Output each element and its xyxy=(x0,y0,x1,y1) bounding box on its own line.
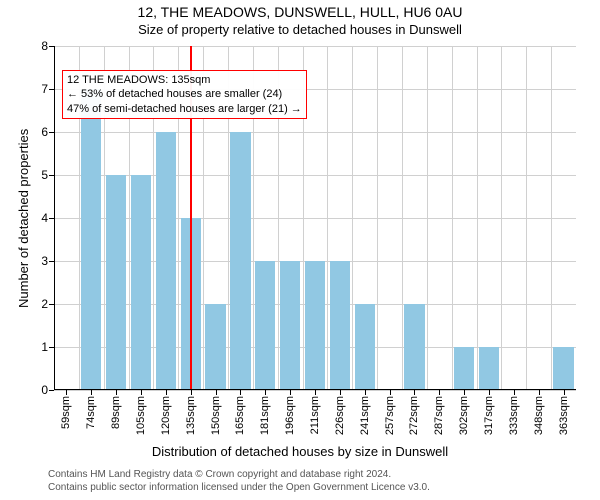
gridline-v xyxy=(352,46,353,390)
y-axis-line xyxy=(54,46,55,390)
x-tick-label: 333sqm xyxy=(508,396,520,435)
bar xyxy=(280,261,300,390)
x-tick-label: 302sqm xyxy=(458,396,470,435)
bar xyxy=(205,304,225,390)
x-tick-label: 317sqm xyxy=(483,396,495,435)
x-tick-mark xyxy=(240,390,241,395)
x-tick-mark xyxy=(216,390,217,395)
gridline-h xyxy=(54,46,576,47)
chart-plot-area: 012345678 59sqm74sqm89sqm105sqm120sqm135… xyxy=(54,46,576,390)
x-tick-mark xyxy=(265,390,266,395)
bar xyxy=(131,175,151,390)
annotation-box: 12 THE MEADOWS: 135sqm ← 53% of detached… xyxy=(62,70,307,119)
x-tick-label: 150sqm xyxy=(210,396,222,435)
annotation-line-2: ← 53% of detached houses are smaller (24… xyxy=(67,87,302,101)
gridline-v xyxy=(427,46,428,390)
gridline-v xyxy=(501,46,502,390)
x-tick-mark xyxy=(464,390,465,395)
y-tick-label: 1 xyxy=(41,340,54,354)
x-tick-label: 196sqm xyxy=(284,396,296,435)
bar xyxy=(479,347,499,390)
gridline-h xyxy=(54,132,576,133)
gridline-v xyxy=(477,46,478,390)
bar xyxy=(255,261,275,390)
annotation-line-3: 47% of semi-detached houses are larger (… xyxy=(67,102,302,116)
y-tick-label: 7 xyxy=(41,82,54,96)
x-tick-label: 241sqm xyxy=(359,396,371,435)
y-tick-label: 5 xyxy=(41,168,54,182)
footnote-line-2: Contains public sector information licen… xyxy=(48,481,430,494)
x-tick-mark xyxy=(290,390,291,395)
x-tick-label: 257sqm xyxy=(384,396,396,435)
x-tick-mark xyxy=(166,390,167,395)
x-tick-mark xyxy=(116,390,117,395)
x-tick-label: 348sqm xyxy=(533,396,545,435)
x-tick-mark xyxy=(514,390,515,395)
bar xyxy=(305,261,325,390)
x-tick-mark xyxy=(489,390,490,395)
bar xyxy=(553,347,573,390)
gridline-v xyxy=(377,46,378,390)
bar xyxy=(81,89,101,390)
x-tick-mark xyxy=(91,390,92,395)
x-axis-label: Distribution of detached houses by size … xyxy=(0,444,600,459)
x-tick-label: 363sqm xyxy=(558,396,570,435)
x-tick-label: 105sqm xyxy=(135,396,147,435)
y-tick-label: 6 xyxy=(41,125,54,139)
x-tick-mark xyxy=(365,390,366,395)
x-tick-label: 272sqm xyxy=(408,396,420,435)
x-tick-mark xyxy=(141,390,142,395)
bar xyxy=(106,175,126,390)
gridline-v xyxy=(551,46,552,390)
bar xyxy=(330,261,350,390)
x-tick-label: 135sqm xyxy=(185,396,197,435)
y-tick-label: 8 xyxy=(41,39,54,53)
gridline-v xyxy=(526,46,527,390)
gridline-v xyxy=(402,46,403,390)
x-tick-mark xyxy=(66,390,67,395)
y-tick-label: 4 xyxy=(41,211,54,225)
x-tick-label: 226sqm xyxy=(334,396,346,435)
y-axis-label: Number of detached properties xyxy=(16,129,31,308)
x-tick-label: 287sqm xyxy=(433,396,445,435)
footnote-line-1: Contains HM Land Registry data © Crown c… xyxy=(48,468,430,481)
x-tick-mark xyxy=(539,390,540,395)
gridline-v xyxy=(327,46,328,390)
y-tick-label: 0 xyxy=(41,383,54,397)
bar xyxy=(404,304,424,390)
x-tick-mark xyxy=(191,390,192,395)
x-tick-label: 181sqm xyxy=(259,396,271,435)
x-tick-mark xyxy=(564,390,565,395)
y-tick-label: 2 xyxy=(41,297,54,311)
gridline-v xyxy=(452,46,453,390)
annotation-line-1: 12 THE MEADOWS: 135sqm xyxy=(67,73,302,87)
y-tick-label: 3 xyxy=(41,254,54,268)
x-tick-mark xyxy=(315,390,316,395)
chart-title: 12, THE MEADOWS, DUNSWELL, HULL, HU6 0AU xyxy=(0,4,600,20)
x-tick-mark xyxy=(390,390,391,395)
figure-container: { "title": "12, THE MEADOWS, DUNSWELL, H… xyxy=(0,0,600,500)
x-tick-mark xyxy=(414,390,415,395)
footnote: Contains HM Land Registry data © Crown c… xyxy=(48,468,430,494)
bar xyxy=(454,347,474,390)
x-tick-mark xyxy=(340,390,341,395)
x-tick-label: 89sqm xyxy=(110,396,122,429)
bar xyxy=(355,304,375,390)
x-tick-label: 59sqm xyxy=(60,396,72,429)
bar xyxy=(230,132,250,390)
x-tick-label: 165sqm xyxy=(234,396,246,435)
bar xyxy=(156,132,176,390)
chart-subtitle: Size of property relative to detached ho… xyxy=(0,22,600,37)
x-tick-label: 74sqm xyxy=(85,396,97,429)
x-tick-mark xyxy=(439,390,440,395)
x-tick-label: 120sqm xyxy=(160,396,172,435)
x-tick-label: 211sqm xyxy=(309,396,321,434)
